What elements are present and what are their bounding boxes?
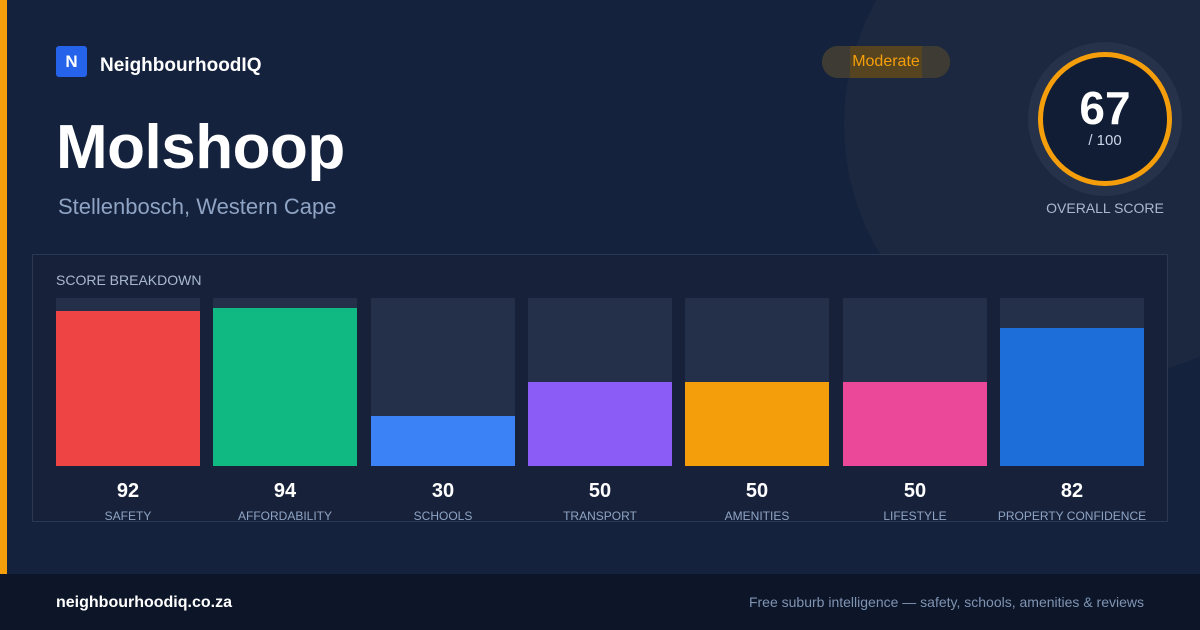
score-bar-affordability: 94 AFFORDABILITY (213, 298, 357, 523)
brand-logo-icon: N (56, 46, 87, 77)
bar-track (1000, 298, 1144, 466)
bar-track (213, 298, 357, 466)
bar-fill (843, 382, 987, 466)
bar-label: PROPERTY CONFIDENCE (997, 509, 1147, 523)
bar-label: AFFORDABILITY (237, 509, 332, 523)
score-bar-amenities: 50 AMENITIES (685, 298, 829, 523)
footer-domain: neighbourhoodiq.co.za (56, 594, 232, 611)
bar-fill (213, 308, 357, 466)
score-bar-transport: 50 TRANSPORT (528, 298, 672, 523)
bar-fill (685, 382, 829, 466)
overall-score-value: 67 (1079, 82, 1131, 134)
bar-value: 50 (903, 480, 927, 502)
accent-stripe (0, 0, 7, 574)
brand: N NeighbourhoodIQ (56, 46, 261, 77)
suburb-name: Molshoop (56, 113, 345, 182)
overall-score-label: OVERALL SCORE (1046, 200, 1164, 216)
score-breakdown-title: SCORE BREAKDOWN (56, 272, 202, 288)
bar-value: 92 (116, 480, 140, 502)
bar-label: TRANSPORT (563, 509, 637, 523)
bar-label: SCHOOLS (413, 509, 473, 523)
bar-fill (56, 311, 200, 466)
bar-track (685, 298, 829, 466)
footer: neighbourhoodiq.co.za Free suburb intell… (0, 574, 1200, 630)
rating-badge: Moderate (822, 46, 950, 78)
bar-track (843, 298, 987, 466)
share-card: N NeighbourhoodIQ Molshoop Stellenbosch,… (0, 0, 1172, 574)
bar-label: LIFESTYLE (883, 509, 947, 523)
bar-label: SAFETY (104, 509, 152, 523)
footer-tagline: Free suburb intelligence — safety, schoo… (748, 594, 1144, 610)
brand-name: NeighbourhoodIQ (100, 54, 262, 76)
score-bar-lifestyle: 50 LIFESTYLE (843, 298, 987, 523)
overall-score-ring (1038, 52, 1172, 186)
bar-track (528, 298, 672, 466)
score-bar-property-confidence: 82 PROPERTY CONFIDENCE (998, 298, 1146, 523)
score-bar-schools: 30 SCHOOLS (371, 298, 515, 523)
bar-fill (1000, 328, 1144, 466)
bar-label: AMENITIES (724, 509, 790, 523)
bar-track (371, 298, 515, 466)
bar-value: 50 (745, 480, 769, 502)
bar-fill (528, 382, 672, 466)
bar-value: 30 (431, 480, 455, 502)
rating-badge-label: Moderate (852, 53, 920, 70)
bar-track (56, 298, 200, 466)
bar-fill (371, 416, 515, 466)
bar-value: 50 (588, 480, 612, 502)
suburb-region: Stellenbosch, Western Cape (58, 194, 337, 219)
bar-value: 82 (1060, 480, 1084, 502)
score-bar-safety: 92 SAFETY (56, 298, 200, 523)
bar-value: 94 (273, 480, 297, 502)
overall-score-max: / 100 (1088, 132, 1122, 149)
